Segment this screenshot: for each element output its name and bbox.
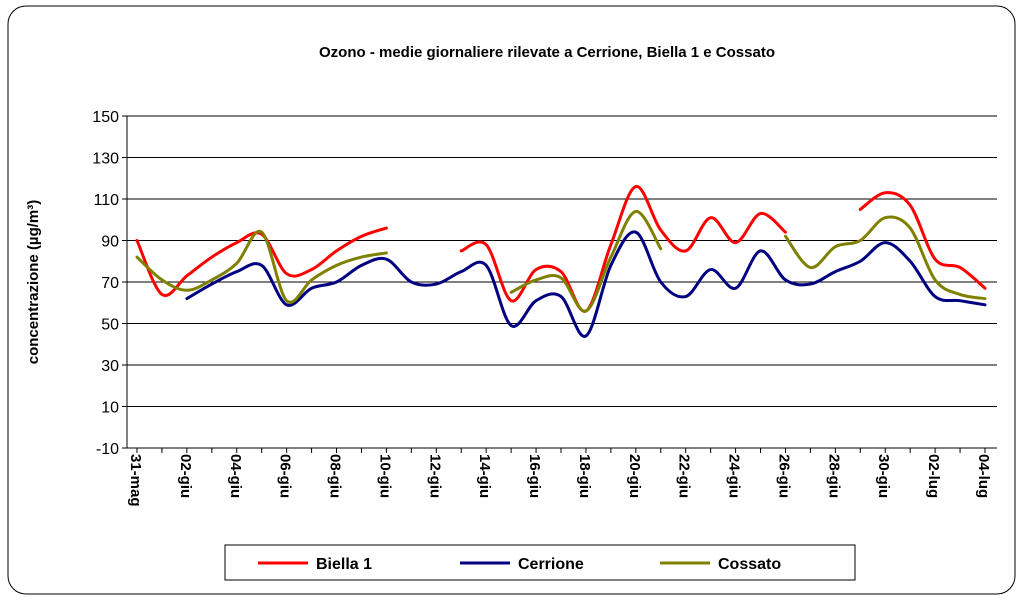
x-tick-label: 16-giu <box>526 454 543 498</box>
y-axis-label: concentrazione (µg/m³) <box>25 200 42 365</box>
series-line <box>135 209 987 313</box>
series-line <box>185 230 987 338</box>
x-tick-label: 18-giu <box>576 454 593 498</box>
y-tick-label: 30 <box>101 358 119 375</box>
y-tick-label: 70 <box>101 275 119 292</box>
x-tick-label: 04-lug <box>975 454 992 498</box>
x-tick-label: 31-mag <box>127 454 144 507</box>
y-tick-label: 10 <box>101 400 119 417</box>
y-tick-label: 50 <box>101 317 119 334</box>
chart-title: Ozono - medie giornaliere rilevate a Cer… <box>319 44 775 61</box>
x-tick-label: 14-giu <box>476 454 493 498</box>
y-tick-label: -10 <box>96 441 119 458</box>
x-tick-label: 12-giu <box>426 454 443 498</box>
y-tick-label: 110 <box>93 192 119 209</box>
legend-label: Cerrione <box>518 556 584 573</box>
legend-box <box>224 544 856 581</box>
x-tick-label: 10-giu <box>376 454 393 498</box>
legend-label: Biella 1 <box>316 556 372 573</box>
x-tick-label: 22-giu <box>676 454 693 498</box>
x-tick-label: 02-giu <box>177 454 194 498</box>
x-tick-label: 28-giu <box>825 454 842 498</box>
y-tick-label: 130 <box>92 151 119 168</box>
y-tick-label: 150 <box>92 109 119 126</box>
x-tick-label: 26-giu <box>775 454 792 498</box>
y-tick-label: 90 <box>101 234 119 251</box>
x-tick-label: 24-giu <box>726 454 743 498</box>
x-tick-label: 02-lug <box>925 454 942 498</box>
x-tick-label: 20-giu <box>626 454 643 498</box>
x-tick-label: 06-giu <box>277 454 294 498</box>
x-tick-label: 08-giu <box>327 454 344 498</box>
legend-label: Cossato <box>718 556 781 573</box>
x-tick-label: 30-giu <box>875 454 892 498</box>
x-tick-label: 04-giu <box>227 454 244 498</box>
